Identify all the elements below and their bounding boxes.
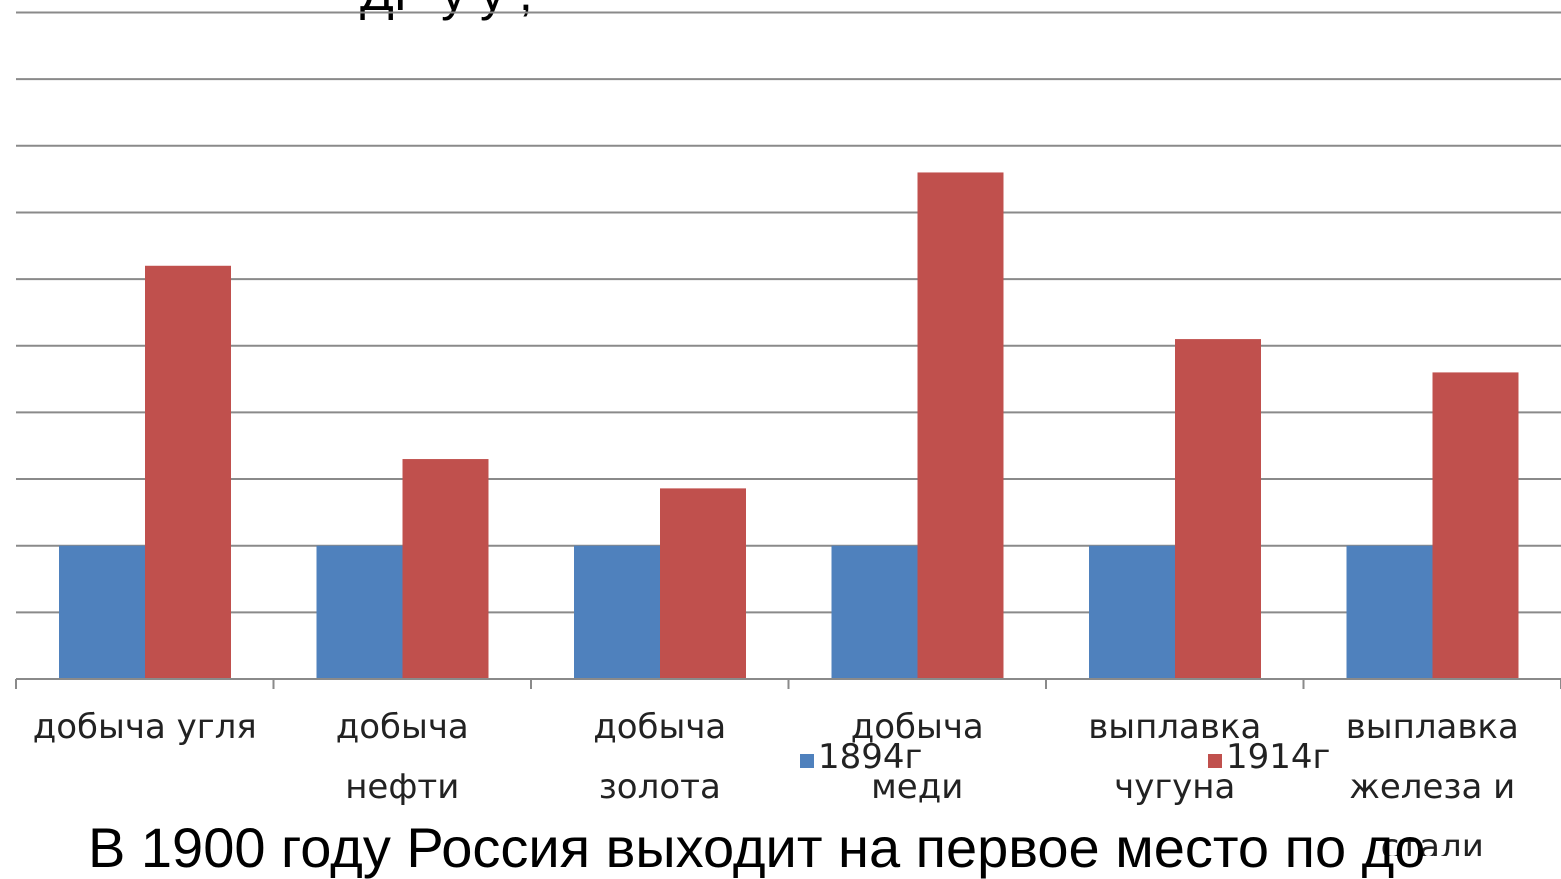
category-label: добыча [593, 707, 726, 747]
bar-1914г-3 [917, 172, 1004, 679]
category-label: добыча [851, 707, 984, 747]
category-label: чугуна [1114, 767, 1235, 807]
bar-1914г-4 [1175, 339, 1261, 679]
category-label: выплавка [1088, 707, 1261, 747]
slide-caption: В 1900 году Россия выходит на первое мес… [88, 816, 1426, 879]
bar-1914г-1 [402, 459, 489, 679]
category-label: выплавка [1346, 707, 1519, 747]
category-label: нефти [345, 767, 459, 807]
bar-1894г-4 [1089, 545, 1175, 679]
bar-1914г-2 [660, 488, 746, 679]
legend-label-1914г: 1914г [1226, 737, 1330, 777]
category-label: добыча угля [33, 707, 257, 747]
bar-1894г-3 [831, 545, 918, 679]
legend: 1894г 1914г [800, 737, 1330, 777]
x-axis [15, 678, 1561, 689]
bar-1914г-5 [1432, 372, 1519, 679]
bar-1894г-1 [316, 545, 403, 679]
legend-swatch-1914г [1208, 754, 1222, 768]
category-labels: добыча угля добыча нефти добыча золота добыча… [33, 707, 1519, 856]
bar-chart-svg: добыча угля добыча нефти добыча золота добыча… [15, 11, 1561, 856]
bar-1894г-5 [1346, 545, 1433, 679]
category-label: меди [871, 767, 963, 807]
category-label: железа и [1349, 767, 1515, 807]
legend-swatch-1894г [800, 754, 814, 768]
category-label: золота [599, 767, 721, 807]
gridlines [16, 11, 1561, 614]
category-label: добыча [336, 707, 469, 747]
legend-label-1894г: 1894г [818, 737, 922, 777]
chart: ДР у у , добыча углядобычанефтидобычазол… [15, 0, 1561, 876]
bars [59, 172, 1519, 679]
category-label: стали [1381, 827, 1484, 856]
bar-1894г-2 [574, 545, 660, 679]
bar-1894г-0 [59, 545, 145, 679]
bar-1914г-0 [145, 265, 231, 679]
